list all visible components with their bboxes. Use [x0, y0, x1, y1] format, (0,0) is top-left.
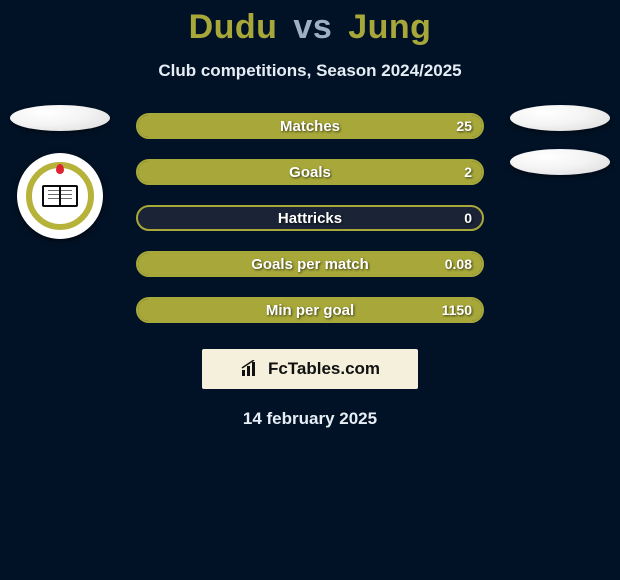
stat-row: Matches 25	[136, 113, 484, 139]
stat-value-right: 25	[456, 118, 472, 134]
stat-rows: Matches 25 Goals 2 Hattricks 0 Goals per match…	[136, 113, 484, 323]
stat-label: Min per goal	[266, 302, 354, 319]
stats-section: Matches 25 Goals 2 Hattricks 0 Goals per match…	[0, 113, 620, 323]
stat-row: Goals per match 0.08	[136, 251, 484, 277]
stat-row: Goals 2	[136, 159, 484, 185]
right-column	[510, 105, 610, 193]
subtitle: Club competitions, Season 2024/2025	[0, 61, 620, 81]
date-line: 14 february 2025	[0, 409, 620, 429]
stat-label: Matches	[280, 118, 340, 135]
stat-value-right: 1150	[442, 302, 472, 318]
brand-text: FcTables.com	[268, 359, 380, 379]
bar-chart-icon	[240, 360, 262, 378]
stat-row: Min per goal 1150	[136, 297, 484, 323]
stat-label: Goals	[289, 164, 331, 181]
stat-value-right: 0	[464, 210, 472, 226]
player1-placeholder-oval	[10, 105, 110, 131]
player1-club-badge	[17, 153, 103, 239]
stat-value-right: 2	[464, 164, 472, 180]
stat-label: Hattricks	[278, 210, 342, 227]
page-title: Dudu vs Jung	[0, 0, 620, 47]
left-column	[10, 105, 110, 239]
stat-label: Goals per match	[251, 256, 369, 273]
stat-row: Hattricks 0	[136, 205, 484, 231]
brand-box[interactable]: FcTables.com	[202, 349, 418, 389]
player2-placeholder-oval-1	[510, 105, 610, 131]
player2-placeholder-oval-2	[510, 149, 610, 175]
stat-value-right: 0.08	[445, 256, 472, 272]
player2-name: Jung	[348, 8, 431, 46]
vs-label: vs	[293, 8, 332, 46]
player1-name: Dudu	[189, 8, 278, 46]
